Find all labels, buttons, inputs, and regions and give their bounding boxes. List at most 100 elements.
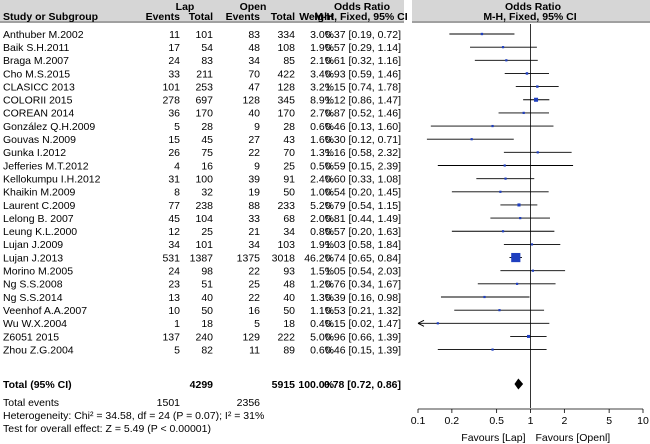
- point-estimate: [530, 243, 534, 246]
- study-name: Veenhof A.A.2007: [3, 305, 87, 317]
- point-estimate: [505, 59, 508, 62]
- header-method-plot: M-H, Fixed, 95% CI: [483, 11, 576, 23]
- weight-cell: 1.5%: [310, 266, 334, 278]
- group-header-odds-ratio-text: Odds Ratio: [334, 1, 390, 13]
- weight-cell: 2.4%: [310, 173, 334, 185]
- point-estimate: [536, 85, 539, 88]
- total-open-cell: 233: [277, 200, 295, 212]
- study-name: Laurent C.2009: [3, 200, 76, 212]
- events-lap-cell: 45: [168, 213, 180, 225]
- favours-right-label: Favours [Openl]: [536, 432, 611, 444]
- study-name: Kellokumpu I.H.2012: [3, 173, 101, 185]
- total-lap-cell: 101: [195, 29, 213, 41]
- ci-text-cell: 0.46 [0.15, 1.39]: [325, 344, 401, 356]
- ci-text-cell: 0.61 [0.32, 1.16]: [325, 55, 401, 67]
- ci-text-cell: 1.03 [0.58, 1.84]: [325, 239, 401, 251]
- point-estimate: [499, 190, 502, 193]
- table-header-band: [0, 0, 404, 21]
- events-open-cell: 16: [248, 305, 260, 317]
- events-open-cell: 48: [248, 42, 260, 54]
- ci-text-cell: 1.05 [0.54, 2.03]: [325, 266, 401, 278]
- x-axis: 0.1 0.2 0.5 1 2 5 10: [411, 408, 649, 427]
- weight-cell: 1.9%: [310, 239, 334, 251]
- events-open-cell: 88: [248, 200, 260, 212]
- total-lap-cell: 50: [201, 305, 213, 317]
- weight-cell: 3.2%: [310, 81, 334, 93]
- weight-cell: 1.1%: [310, 305, 334, 317]
- total-lap-cell: 40: [201, 292, 213, 304]
- study-rows: Anthuber M.2002 11 101 83 334 3.0%0.37 [0.19,…: [3, 29, 401, 357]
- total-lap-cell: 98: [201, 266, 213, 278]
- study-name: Cho M.S.2015: [3, 68, 70, 80]
- weight-cell: 1.0%: [310, 187, 334, 199]
- study-name: COREAN 2014: [3, 108, 74, 120]
- axis-tick-label: 2: [561, 415, 567, 427]
- weight-cell: 1.9%: [310, 42, 334, 54]
- ci-text-cell: 0.93 [0.59, 1.46]: [325, 68, 401, 80]
- study-name: Jefferies M.T.2012: [3, 160, 89, 172]
- plot-header-band: [412, 0, 650, 21]
- total-lap-cell: 238: [195, 200, 213, 212]
- total-row: Total (95% CI) 4299 5915 100.0% 0.78 [0.…: [3, 379, 401, 391]
- study-name: Zhou Z.G.2004: [3, 344, 74, 356]
- events-lap-cell: 34: [168, 239, 180, 251]
- ci-text-cell: 0.74 [0.65, 0.84]: [325, 252, 401, 264]
- events-lap-cell: 33: [168, 68, 180, 80]
- total-lap-cell: 83: [201, 55, 213, 67]
- events-lap-cell: 24: [168, 266, 180, 278]
- total-open-cell: 128: [277, 81, 295, 93]
- total-open-cell: 50: [283, 187, 295, 199]
- events-open-cell: 9: [254, 121, 260, 133]
- study-name: Braga M.2007: [3, 55, 69, 67]
- events-lap-cell: 17: [168, 42, 180, 54]
- events-open-cell: 83: [248, 29, 260, 41]
- point-estimate: [511, 252, 521, 263]
- total-lap-cell: 82: [201, 344, 213, 356]
- events-lap-cell: 1: [174, 318, 180, 330]
- ci-text-cell: 0.37 [0.19, 0.72]: [325, 29, 401, 41]
- events-open-cell: 34: [248, 55, 260, 67]
- total-lap-cell: 697: [195, 95, 213, 107]
- total-lap-cell: 28: [201, 121, 213, 133]
- study-name: Lelong B. 2007: [3, 213, 74, 225]
- ci-text-cell: 0.79 [0.54, 1.15]: [325, 200, 401, 212]
- point-estimate: [526, 334, 531, 338]
- study-name: Z6051 2015: [3, 331, 59, 343]
- events-lap-cell: 5: [174, 121, 180, 133]
- total-lap-cell: 1387: [190, 252, 214, 264]
- overall-effect-text: Test for overall effect: Z = 5.49 (P < 0…: [3, 423, 211, 435]
- total-open-cell: 70: [283, 147, 295, 159]
- total-open-cell: 3018: [272, 252, 296, 264]
- total-open-n: 5915: [272, 379, 296, 391]
- events-open-cell: 27: [248, 134, 260, 146]
- axis-tick-label: 10: [637, 415, 649, 427]
- total-lap-cell: 211: [196, 68, 213, 80]
- weight-cell: 3.0%: [310, 29, 334, 41]
- total-lap-cell: 240: [195, 331, 213, 343]
- events-lap-cell: 4: [174, 160, 180, 172]
- point-estimate: [531, 269, 534, 272]
- weight-cell: 0.8%: [310, 226, 334, 238]
- point-estimate: [501, 46, 505, 49]
- total-open-cell: 89: [283, 344, 295, 356]
- total-lap-cell: 45: [201, 134, 213, 146]
- events-open-cell: 25: [248, 279, 260, 291]
- total-open-cell: 170: [277, 108, 295, 120]
- ci-text-cell: 0.57 [0.29, 1.14]: [325, 42, 401, 54]
- study-name: Baik S.H.2011: [3, 42, 70, 54]
- events-lap-cell: 23: [168, 279, 180, 291]
- ci-text-cell: 0.57 [0.20, 1.63]: [325, 226, 401, 238]
- study-name: Gouvas N.2009: [3, 134, 76, 146]
- total-diamond: [514, 378, 524, 390]
- total-lap-cell: 170: [195, 108, 213, 120]
- total-lap-cell: 100: [195, 173, 213, 185]
- study-name: Ng S.S.2014: [3, 292, 63, 304]
- header-events-lap: Events: [146, 11, 181, 23]
- point-estimate: [498, 309, 501, 312]
- events-open-cell: 11: [249, 344, 260, 356]
- events-open-cell: 22: [248, 147, 260, 159]
- ci-text-cell: 0.54 [0.20, 1.45]: [325, 187, 401, 199]
- events-lap-cell: 11: [169, 29, 180, 41]
- total-open-cell: 108: [277, 42, 295, 54]
- total-lap-cell: 101: [195, 239, 213, 251]
